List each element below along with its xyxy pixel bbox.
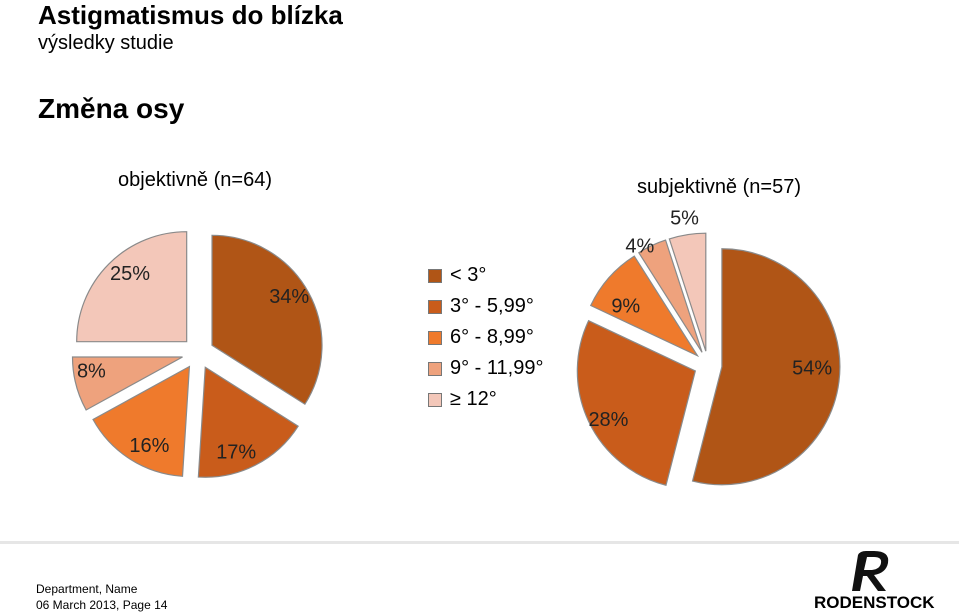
legend-item: ≥ 12° (428, 384, 543, 415)
data-label: 9% (611, 296, 640, 318)
r-logo-icon (852, 551, 889, 591)
pie-slice (576, 319, 697, 486)
pie-slice (691, 248, 841, 486)
pie-slice (668, 232, 707, 352)
legend-item: 6° - 8,99° (428, 322, 543, 353)
data-label: 54% (792, 357, 832, 379)
section-heading: Změna osy (38, 93, 185, 124)
rodenstock-logo: RODENSTOCK (814, 549, 935, 613)
legend-label: 6° - 8,99° (450, 326, 534, 348)
legend-item: 9° - 11,99° (428, 353, 543, 384)
pie-chart-objective: 34% 17% 16% 8% 25% (71, 231, 323, 478)
pie-slice (637, 239, 703, 353)
legend-swatch (428, 392, 442, 407)
footer-divider (0, 541, 959, 544)
page-subtitle: výsledky studie (38, 32, 174, 54)
data-label: 5% (670, 207, 699, 229)
legend-item: < 3° (428, 260, 543, 291)
logo-text: RODENSTOCK (814, 593, 935, 612)
pie-chart-subjective: 54% 28% 9% 4% 5% (576, 207, 841, 486)
pie-slice (589, 255, 700, 358)
legend-label: ≥ 12° (450, 388, 497, 410)
pie-slice (76, 231, 188, 343)
legend-label: 9° - 11,99° (450, 357, 544, 379)
legend-item: 3° - 5,99° (428, 291, 543, 322)
data-label: 17% (216, 442, 256, 464)
data-label: 34% (269, 286, 309, 308)
chart-title-subjective: subjektivně (n=57) (637, 176, 801, 198)
footer-department: Department, Name (36, 582, 138, 596)
chart-title-objective: objektivně (n=64) (118, 169, 272, 191)
data-label: 8% (77, 360, 106, 382)
legend-swatch (428, 268, 442, 283)
legend-swatch (428, 330, 442, 345)
legend-label: 3° - 5,99° (450, 295, 534, 317)
data-label: 25% (110, 263, 150, 285)
page-title: Astigmatismus do blízka (38, 0, 343, 30)
footer-date-page: 06 March 2013, Page 14 (36, 598, 168, 612)
data-label: 4% (625, 235, 654, 257)
pie-slice (71, 356, 183, 411)
pie-slice (197, 366, 299, 478)
pie-slice (92, 365, 191, 477)
data-label: 28% (588, 409, 628, 431)
chart-legend: < 3° 3° - 5,99° 6° - 8,99° 9° - 11,99° ≥… (428, 260, 543, 415)
legend-swatch (428, 361, 442, 376)
pie-slice (211, 234, 323, 406)
legend-swatch (428, 299, 442, 314)
data-label: 16% (129, 435, 169, 457)
legend-label: < 3° (450, 264, 487, 286)
